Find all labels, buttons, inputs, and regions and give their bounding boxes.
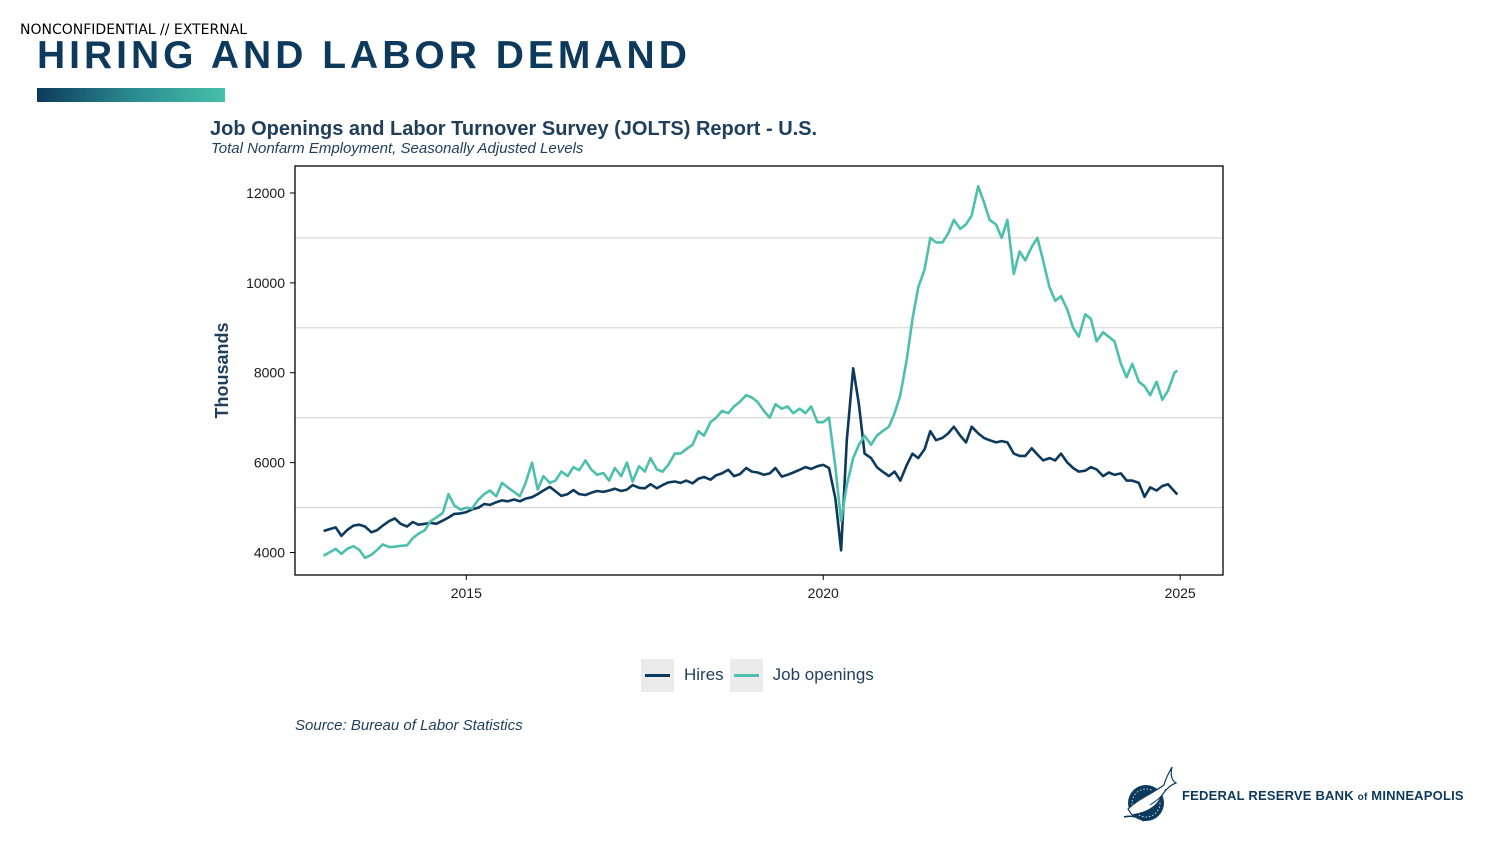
classification-label: NONCONFIDENTIAL // EXTERNAL xyxy=(20,22,248,38)
title-accent-bar xyxy=(37,88,225,102)
series-line-job-openings xyxy=(322,184,1179,560)
legend-swatch-hires xyxy=(645,673,670,677)
legend-item-job-openings: Job openings xyxy=(729,658,874,692)
legend-key-job-openings xyxy=(729,658,763,692)
x-tick-label: 2015 xyxy=(451,585,482,601)
logo-text-bank: FEDERAL RESERVE BANK xyxy=(1182,787,1354,803)
legend-swatch-job-openings xyxy=(733,673,759,677)
y-tick-label: 12000 xyxy=(246,185,285,201)
x-tick-label: 2020 xyxy=(808,585,839,601)
page-title: HIRING AND LABOR DEMAND xyxy=(37,34,691,77)
logo-text-city: MINNEAPOLIS xyxy=(1371,787,1464,803)
series-line-hires xyxy=(323,367,1179,552)
eagle-seal-icon xyxy=(1123,766,1178,822)
chart-title: Job Openings and Labor Turnover Survey (… xyxy=(210,118,818,140)
fed-minneapolis-logo: FEDERAL RESERVE BANK of MINNEAPOLIS xyxy=(1120,765,1464,825)
y-tick-label: 6000 xyxy=(254,455,285,471)
legend-key-hires xyxy=(641,658,674,692)
y-axis-title: Thousands xyxy=(212,322,232,418)
x-tick-label: 2025 xyxy=(1165,585,1196,601)
y-tick-label: 4000 xyxy=(254,545,285,561)
logo-text-of: of xyxy=(1357,791,1368,803)
chart-legend: Hires Job openings xyxy=(641,658,880,692)
legend-label-job-openings: Job openings xyxy=(772,665,874,684)
legend-label-hires: Hires xyxy=(684,665,724,684)
y-tick-label: 10000 xyxy=(246,275,285,291)
logo-wordmark: FEDERAL RESERVE BANK of MINNEAPOLIS xyxy=(1182,788,1464,803)
plot-border xyxy=(294,165,1224,576)
legend-item-hires: Hires xyxy=(641,658,724,692)
chart-source: Source: Bureau of Labor Statistics xyxy=(295,717,523,734)
chart-subtitle: Total Nonfarm Employment, Seasonally Adj… xyxy=(211,140,584,157)
y-tick-label: 8000 xyxy=(254,365,285,381)
